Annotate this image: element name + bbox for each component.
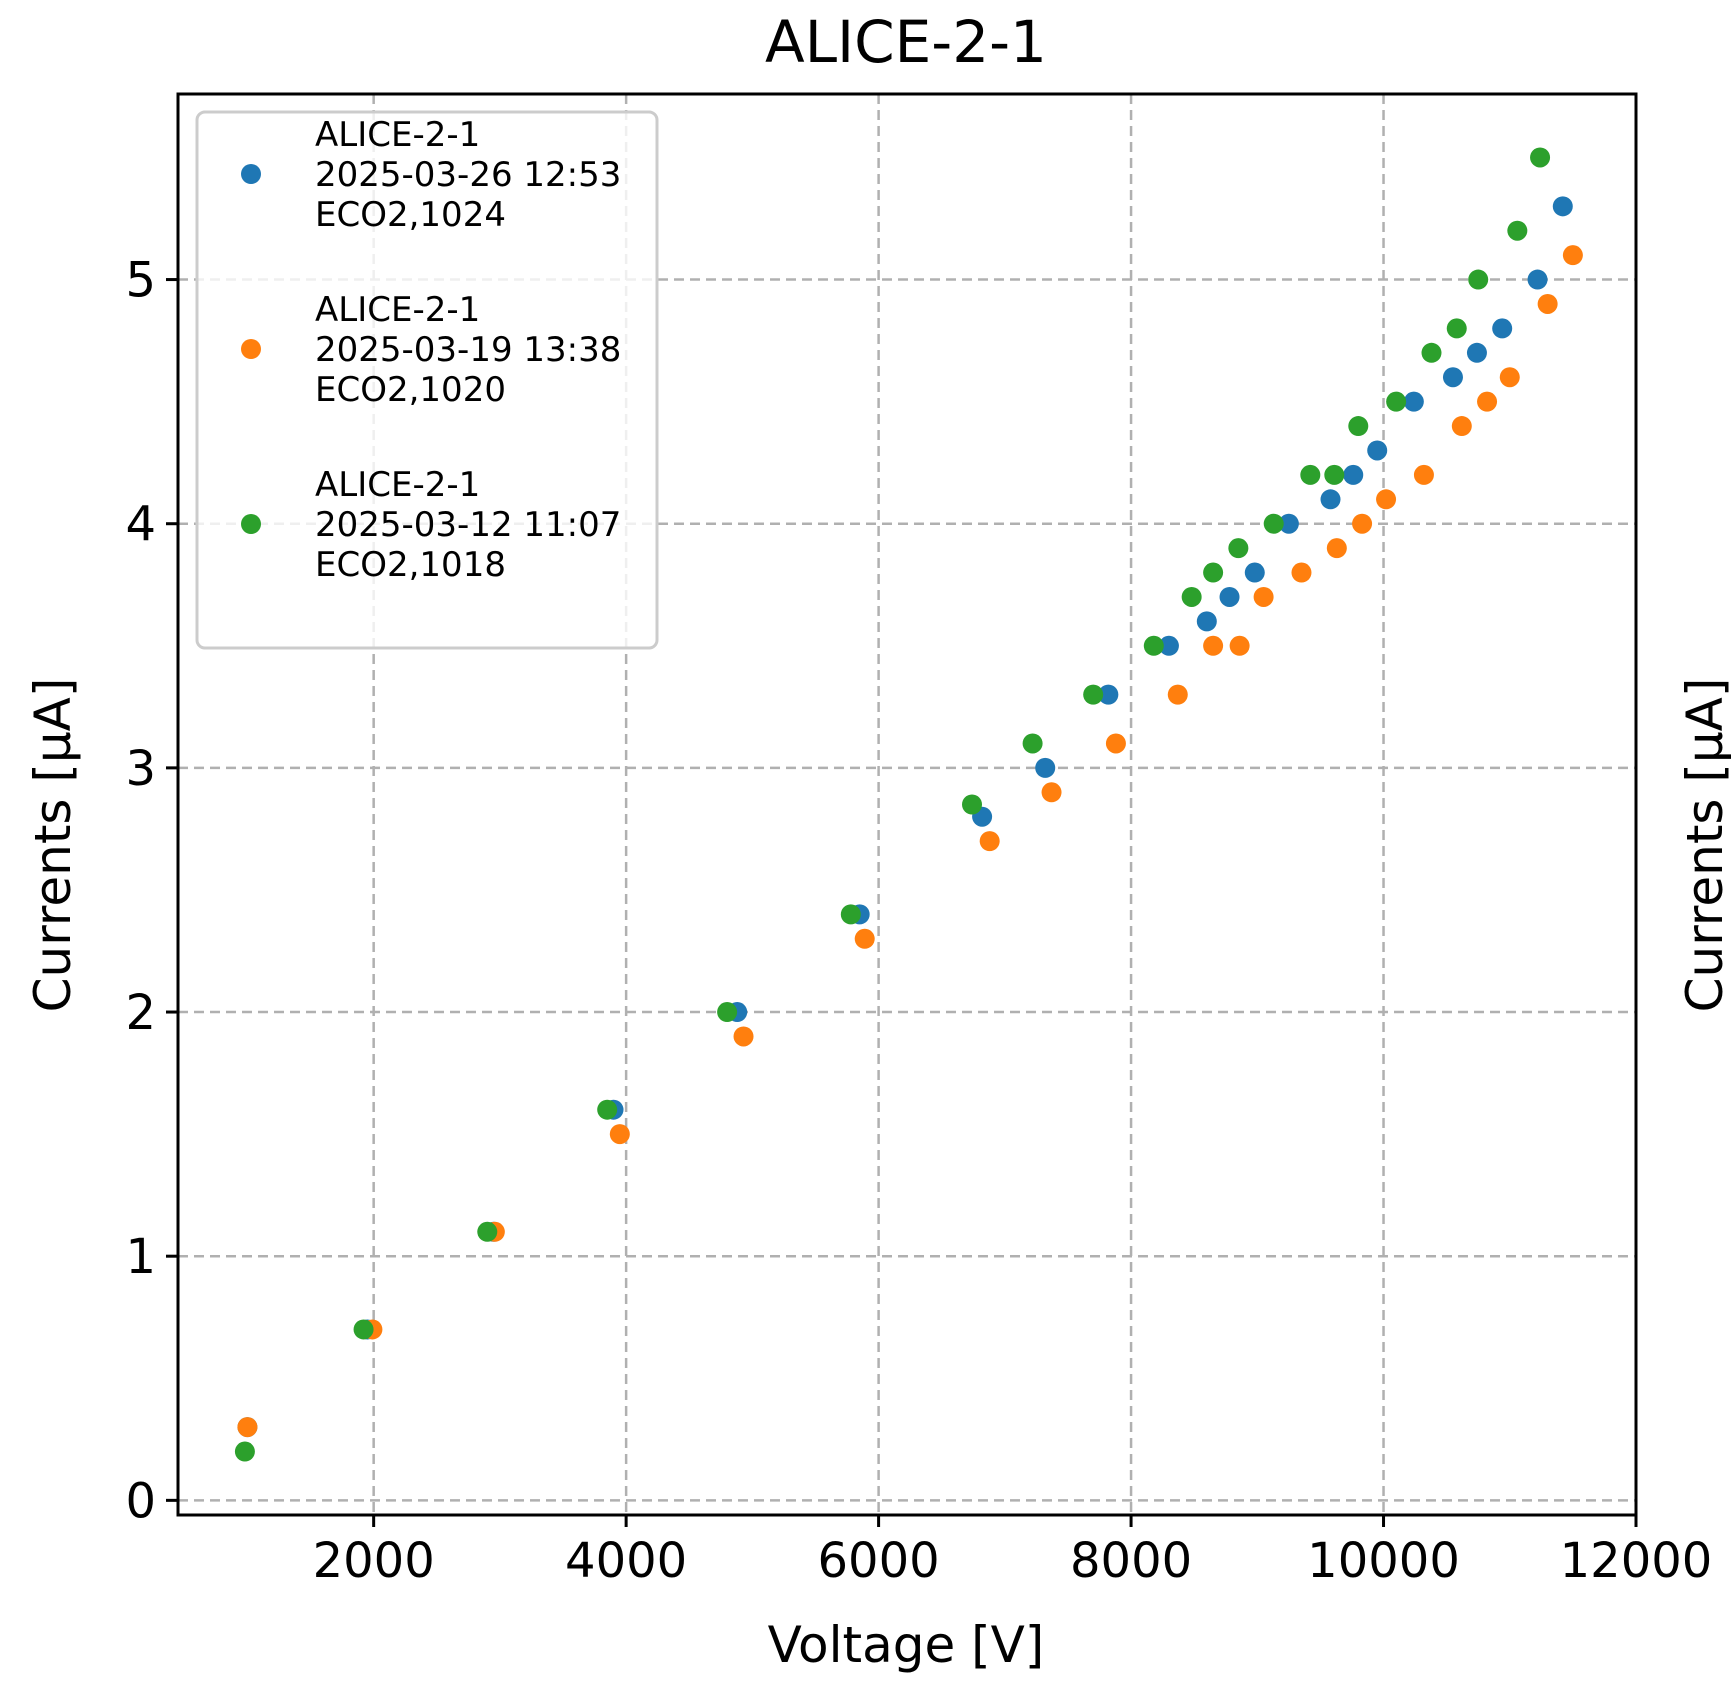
x-tick-label: 6000 [818, 1533, 940, 1589]
data-point [1499, 367, 1520, 388]
data-point [1562, 245, 1583, 266]
data-point [1530, 147, 1551, 168]
data-point [1219, 586, 1240, 607]
data-point [1083, 684, 1104, 705]
data-point [1203, 562, 1224, 583]
legend-marker [241, 339, 261, 359]
legend-item-3: ALICE-2-1 2025-03-12 11:07 ECO2,1018 [241, 465, 621, 585]
data-point [1196, 611, 1217, 632]
data-point [1477, 391, 1498, 412]
x-tick-label: 2000 [313, 1533, 435, 1589]
data-point [1041, 782, 1062, 803]
data-point [1386, 391, 1407, 412]
x-tick-label: 8000 [1070, 1533, 1192, 1589]
data-point [1507, 220, 1528, 241]
data-point [1348, 416, 1369, 437]
data-point [1537, 293, 1558, 314]
y-axis-ticks: 0 1 2 3 4 5 [125, 253, 178, 1529]
data-point [1035, 757, 1056, 778]
data-point [353, 1319, 374, 1340]
data-point [1203, 635, 1224, 656]
data-point [1158, 635, 1179, 656]
data-point [597, 1099, 618, 1120]
data-point [1492, 318, 1513, 339]
data-point [1326, 538, 1347, 559]
x-tick-label: 10000 [1307, 1533, 1460, 1589]
series-3 [234, 147, 1551, 1462]
data-point [854, 928, 875, 949]
data-point [1244, 562, 1265, 583]
data-point [840, 904, 861, 925]
data-point [1105, 733, 1126, 754]
y-axis-title-right: Currents [μA] [1676, 678, 1731, 1013]
chart-title: ALICE-2-1 [765, 8, 1047, 76]
data-point [1442, 367, 1463, 388]
plot-frame [176, 92, 1638, 1517]
data-point [979, 831, 1000, 852]
x-axis-title: Voltage [V] [768, 1616, 1045, 1674]
data-point [234, 1441, 255, 1462]
data-point [1228, 538, 1249, 559]
data-point [1403, 391, 1424, 412]
data-point [1098, 684, 1119, 705]
data-point [1167, 684, 1188, 705]
data-point [962, 794, 983, 815]
data-point [1446, 318, 1467, 339]
data-point [1413, 464, 1434, 485]
data-points [234, 147, 1583, 1462]
x-tick-label: 12000 [1560, 1533, 1713, 1589]
legend-label: ALICE-2-1 2025-03-12 11:07 ECO2,1018 [315, 465, 621, 585]
data-point [477, 1221, 498, 1242]
legend-item-1: ALICE-2-1 2025-03-26 12:53 ECO2,1024 [241, 115, 621, 235]
data-point [1527, 269, 1548, 290]
data-point [1367, 440, 1388, 461]
data-point [1468, 269, 1489, 290]
data-point [1300, 464, 1321, 485]
data-point [609, 1124, 630, 1145]
y-tick-label: 1 [125, 1229, 156, 1285]
data-point [733, 1026, 754, 1047]
data-point [1421, 342, 1442, 363]
x-tick-label: 4000 [565, 1533, 687, 1589]
y-tick-label: 0 [125, 1473, 156, 1529]
data-point [1229, 635, 1250, 656]
y-tick-label: 2 [125, 985, 156, 1041]
data-point [1320, 489, 1341, 510]
legend-box [195, 110, 659, 650]
data-point [1181, 586, 1202, 607]
legend: ALICE-2-1 2025-03-26 12:53 ECO2,1024 ALICE-… [195, 110, 659, 650]
y-tick-label: 3 [125, 741, 156, 797]
data-point [1291, 562, 1312, 583]
legend-label: ALICE-2-1 2025-03-26 12:53 ECO2,1024 [315, 115, 621, 235]
data-point [1343, 464, 1364, 485]
legend-item-2: ALICE-2-1 2025-03-19 13:38 ECO2,1020 [241, 290, 621, 410]
data-point [1376, 489, 1397, 510]
data-point [1552, 196, 1573, 217]
legend-label: ALICE-2-1 2025-03-19 13:38 ECO2,1020 [315, 290, 621, 410]
data-point [1263, 513, 1284, 534]
data-point [1143, 635, 1164, 656]
data-point [1451, 416, 1472, 437]
data-point [1324, 464, 1345, 485]
data-point [1352, 513, 1373, 534]
data-point [717, 1002, 738, 1023]
data-point [1253, 586, 1274, 607]
y-axis-title: Currents [μA] [24, 678, 82, 1013]
y-tick-label: 4 [125, 497, 156, 553]
x-axis-ticks: 2000 4000 6000 8000 10000 12000 [313, 1515, 1713, 1589]
data-point [1022, 733, 1043, 754]
data-point [1278, 513, 1299, 534]
y-tick-label: 5 [125, 253, 156, 309]
data-point [237, 1417, 258, 1438]
legend-marker [241, 164, 261, 184]
legend-marker [241, 514, 261, 534]
data-point [1466, 342, 1487, 363]
legend-items: ALICE-2-1 2025-03-26 12:53 ECO2,1024 ALICE-… [241, 115, 621, 585]
